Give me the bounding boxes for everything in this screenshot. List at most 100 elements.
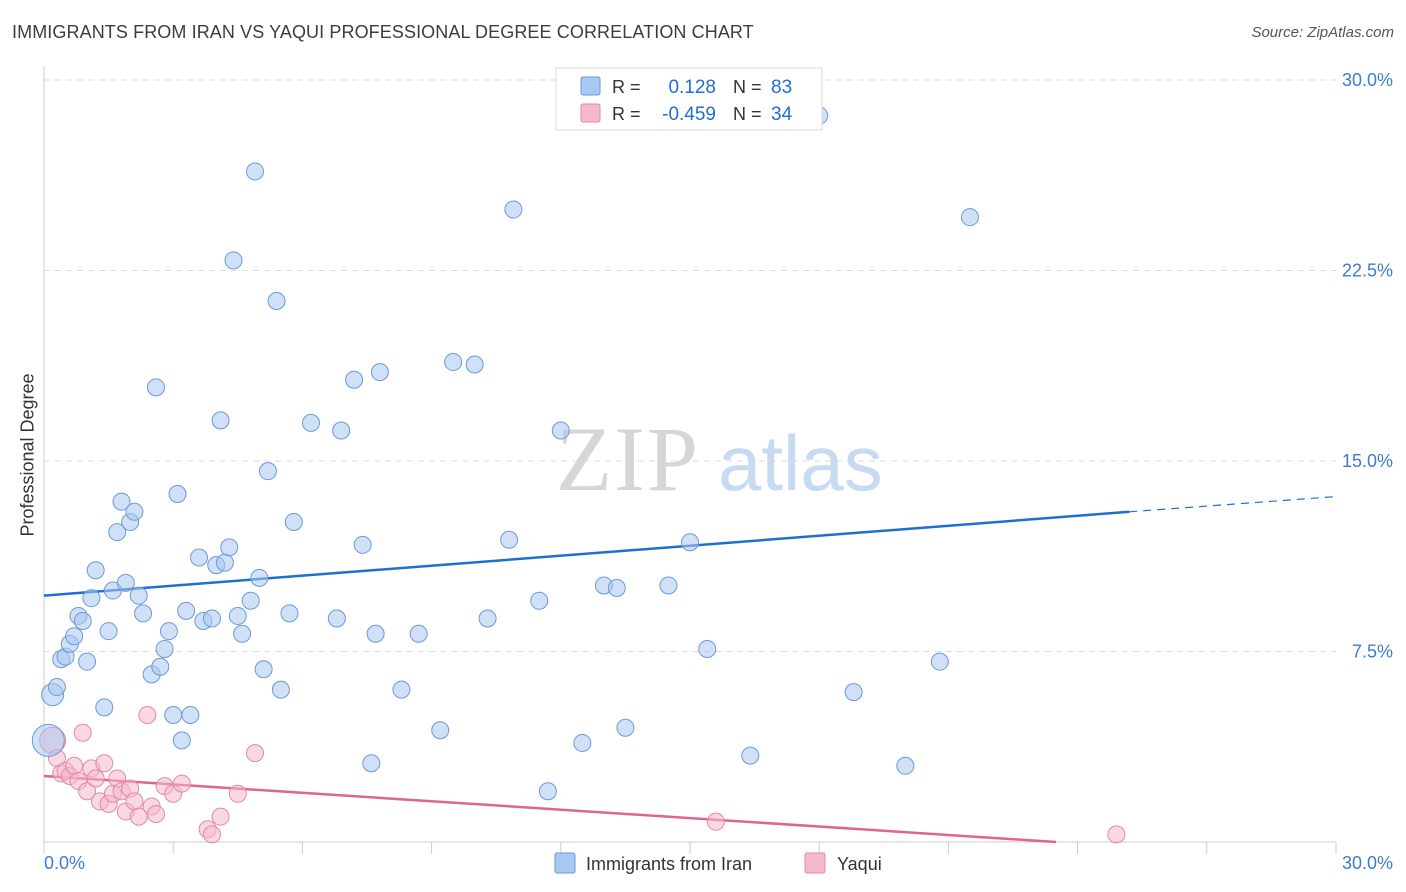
iran-point bbox=[190, 548, 209, 567]
chart-title: IMMIGRANTS FROM IRAN VS YAQUI PROFESSION… bbox=[12, 22, 754, 42]
iran-point bbox=[504, 200, 523, 219]
iran-point bbox=[164, 706, 183, 724]
iran-point bbox=[551, 421, 570, 440]
iran-point bbox=[31, 723, 65, 757]
legend-r-value-2: -0.459 bbox=[662, 104, 716, 125]
iran-point bbox=[302, 413, 321, 432]
legend-swatch-blue bbox=[580, 76, 601, 96]
x-tick-label-min: 0.0% bbox=[44, 853, 85, 873]
iran-point bbox=[844, 683, 863, 702]
iran-point bbox=[258, 462, 277, 481]
iran-point bbox=[155, 639, 174, 658]
iran-point bbox=[431, 721, 450, 740]
iran-point bbox=[465, 355, 484, 374]
yaqui-point bbox=[78, 782, 97, 801]
iran-point bbox=[246, 162, 265, 181]
legend-r-label-1: R = bbox=[612, 77, 641, 97]
trend-lines bbox=[43, 495, 1337, 844]
yaqui-point bbox=[1107, 825, 1126, 844]
iran-point bbox=[478, 609, 497, 628]
legend-n-value-1: 83 bbox=[771, 77, 792, 98]
iran-point bbox=[181, 706, 200, 724]
iran-point bbox=[159, 622, 178, 641]
iran-point bbox=[65, 627, 84, 646]
iran-point bbox=[353, 535, 372, 554]
iran-point bbox=[284, 512, 303, 531]
iran-point bbox=[129, 586, 148, 605]
yaqui-point bbox=[172, 774, 191, 793]
iran-point bbox=[220, 538, 239, 557]
iran-point bbox=[99, 622, 118, 641]
iran-point bbox=[267, 291, 286, 310]
y-tick-labels: 7.5% 15.0% 22.5% 30.0% bbox=[1342, 70, 1393, 662]
iran-point bbox=[616, 718, 635, 737]
yaqui-points bbox=[39, 706, 1126, 844]
legend-n-label-2: N = bbox=[733, 104, 762, 124]
yaqui-point bbox=[138, 706, 157, 724]
yaqui-point bbox=[706, 812, 725, 831]
iran-point bbox=[241, 591, 260, 610]
watermark-atlas: atlas bbox=[718, 419, 883, 507]
y-tick-label: 30.0% bbox=[1342, 70, 1393, 90]
yaqui-point bbox=[228, 784, 247, 803]
x-ticks bbox=[43, 842, 1337, 854]
yaqui-point bbox=[125, 792, 144, 811]
iran-point bbox=[362, 754, 381, 773]
iran-point bbox=[332, 421, 351, 440]
y-tick-label: 7.5% bbox=[1352, 642, 1393, 662]
iran-point bbox=[530, 591, 549, 610]
legend-r-value-1: 0.128 bbox=[668, 77, 716, 98]
yaqui-point bbox=[246, 744, 265, 763]
bottom-legend-swatch-iran bbox=[554, 852, 576, 874]
iran-point bbox=[82, 589, 101, 608]
iran-point bbox=[47, 678, 66, 697]
yaqui-point bbox=[65, 756, 84, 775]
trend-line-yaqui bbox=[43, 774, 1057, 844]
iran-point bbox=[409, 624, 428, 643]
iran-point bbox=[116, 573, 135, 592]
y-tick-label: 15.0% bbox=[1342, 451, 1393, 471]
iran-point bbox=[366, 624, 385, 643]
grid-lines bbox=[44, 79, 1336, 652]
bottom-legend-label-yaqui: Yaqui bbox=[837, 854, 882, 874]
iran-point bbox=[78, 652, 97, 671]
iran-point bbox=[108, 523, 127, 542]
yaqui-point bbox=[86, 769, 105, 788]
iran-point bbox=[327, 609, 346, 628]
iran-point bbox=[573, 733, 592, 752]
iran-point bbox=[250, 568, 269, 587]
bottom-legend-label-iran: Immigrants from Iran bbox=[586, 854, 752, 874]
iran-point bbox=[95, 698, 114, 717]
legend-r-label-2: R = bbox=[612, 104, 641, 124]
iran-point bbox=[86, 561, 105, 580]
iran-point bbox=[896, 756, 915, 775]
y-tick-label: 22.5% bbox=[1342, 261, 1393, 281]
iran-point bbox=[741, 746, 760, 765]
bottom-legend-swatch-yaqui bbox=[804, 852, 826, 874]
iran-point bbox=[960, 208, 979, 227]
iran-point bbox=[168, 485, 187, 504]
iran-point bbox=[211, 411, 230, 430]
iran-point bbox=[112, 492, 131, 511]
trend-line-iran bbox=[43, 510, 1130, 597]
stats-legend: R = 0.128 N = 83 R = -0.459 N = 34 bbox=[555, 67, 823, 131]
yaqui-point bbox=[129, 807, 148, 826]
iran-point bbox=[345, 370, 364, 389]
iran-point bbox=[215, 553, 234, 572]
iran-point bbox=[280, 604, 299, 623]
iran-point bbox=[681, 533, 699, 552]
watermark-zip: ZIP bbox=[556, 408, 700, 510]
yaqui-point bbox=[73, 723, 92, 742]
legend-n-label-1: N = bbox=[733, 77, 762, 97]
iran-point bbox=[172, 731, 191, 750]
legend-n-value-2: 34 bbox=[771, 104, 793, 125]
iran-point bbox=[73, 612, 92, 631]
iran-point bbox=[698, 639, 717, 658]
source-label: Source: ZipAtlas.com bbox=[1251, 24, 1394, 41]
x-tick-label-max: 30.0% bbox=[1342, 853, 1393, 873]
iran-point bbox=[228, 606, 247, 625]
iran-point bbox=[254, 660, 273, 679]
iran-point bbox=[134, 604, 153, 623]
yaqui-point bbox=[211, 807, 230, 826]
iran-point bbox=[224, 251, 243, 270]
